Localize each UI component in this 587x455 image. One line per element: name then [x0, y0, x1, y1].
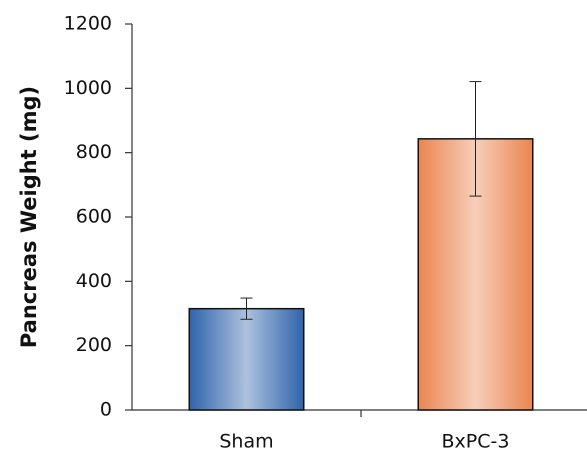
chart: Pancreas Weight (mg) 0 200 400 600 800 1000 12… [0, 0, 587, 455]
y-axis-label: Pancreas Weight (mg) [17, 86, 41, 348]
y-tick-label: 200 [76, 334, 112, 356]
bar [189, 309, 304, 410]
y-tick-label: 600 [76, 206, 112, 228]
y-tick-label: 1200 [64, 13, 112, 35]
y-tick-label: 1000 [64, 77, 112, 99]
y-tick-label: 800 [76, 141, 112, 163]
x-tick-label: Sham [219, 431, 273, 453]
y-tick-label: 0 [100, 399, 112, 421]
page: Pancreas Weight (mg) 0 200 400 600 800 1000 12… [0, 0, 587, 455]
x-tick-label: BxPC-3 [442, 431, 510, 453]
y-tick-label: 400 [76, 270, 112, 292]
